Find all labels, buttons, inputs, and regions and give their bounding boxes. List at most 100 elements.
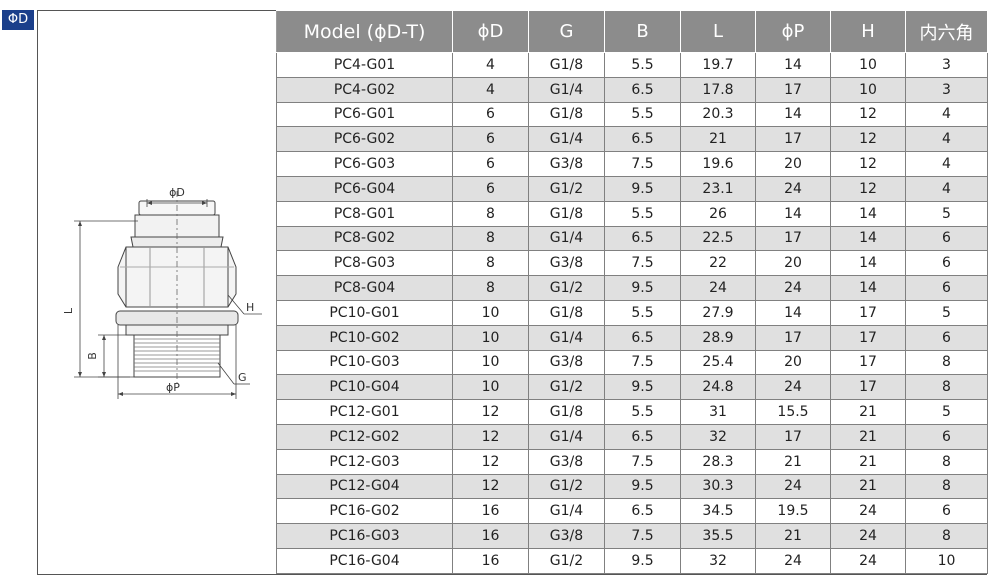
table-row: PC12-G01 12 G1/8 5.5 31 15.5 21 5	[276, 399, 988, 425]
cell-phiP: 24	[755, 473, 831, 500]
cell-G: G1/2	[528, 547, 605, 574]
diameter-badge: ΦD	[2, 10, 34, 30]
cell-phiP: 14	[755, 200, 831, 227]
cell-G: G3/8	[528, 151, 605, 177]
cell-hex: 8	[905, 374, 988, 401]
table-body: PC4-G01 4 G1/8 5.5 19.7 14 10 3 PC4-G02 4 G1/4 6.5 1…	[276, 52, 988, 574]
header-model: Model (ϕD-T)	[276, 10, 453, 53]
cell-H: 12	[830, 151, 906, 177]
cell-G: G1/2	[528, 374, 605, 401]
table-row: PC12-G04 12 G1/2 9.5 30.3 24 21 8	[276, 473, 988, 500]
table-row: PC6-G01 6 G1/8 5.5 20.3 14 12 4	[276, 101, 988, 128]
cell-G: G1/4	[528, 225, 605, 252]
label-phiP: ϕP	[166, 381, 180, 394]
label-L: L	[62, 307, 75, 314]
cell-phiD: 12	[452, 473, 529, 500]
header-L: L	[680, 10, 756, 53]
cell-phiD: 8	[452, 225, 529, 252]
label-H: H	[246, 301, 254, 314]
cell-phiP: 17	[755, 225, 831, 252]
cell-H: 12	[830, 126, 906, 153]
cell-hex: 5	[905, 200, 988, 227]
cell-model: PC12-G03	[276, 448, 453, 475]
cell-model: PC4-G02	[276, 76, 453, 103]
cell-L: 30.3	[680, 473, 756, 500]
cell-L: 23.1	[680, 175, 756, 202]
cell-hex: 6	[905, 225, 988, 252]
cell-B: 7.5	[604, 250, 681, 277]
table-row: PC8-G02 8 G1/4 6.5 22.5 17 14 6	[276, 225, 988, 252]
cell-model: PC6-G03	[276, 151, 453, 177]
cell-B: 7.5	[604, 448, 681, 475]
cell-model: PC6-G01	[276, 101, 453, 128]
cell-hex: 4	[905, 126, 988, 153]
cell-B: 9.5	[604, 374, 681, 401]
cell-hex: 5	[905, 399, 988, 425]
header-H: H	[830, 10, 906, 53]
cell-phiD: 10	[452, 374, 529, 401]
cell-hex: 6	[905, 324, 988, 351]
cell-phiD: 12	[452, 423, 529, 450]
cell-H: 14	[830, 250, 906, 277]
cell-L: 25.4	[680, 349, 756, 376]
cell-H: 17	[830, 349, 906, 376]
cell-hex: 6	[905, 275, 988, 301]
cell-L: 21	[680, 126, 756, 153]
label-B: B	[86, 352, 99, 360]
cell-H: 14	[830, 225, 906, 252]
cell-L: 28.3	[680, 448, 756, 475]
cell-phiP: 24	[755, 547, 831, 574]
cell-H: 24	[830, 498, 906, 525]
cell-G: G1/8	[528, 52, 605, 78]
cell-G: G3/8	[528, 523, 605, 549]
cell-phiP: 17	[755, 126, 831, 153]
cell-phiD: 6	[452, 175, 529, 202]
cell-G: G1/4	[528, 76, 605, 103]
cell-L: 24	[680, 275, 756, 301]
dimension-arrows	[78, 201, 236, 396]
table-row: PC10-G03 10 G3/8 7.5 25.4 20 17 8	[276, 349, 988, 376]
cell-L: 28.9	[680, 324, 756, 351]
cell-phiD: 16	[452, 523, 529, 549]
table-row: PC6-G03 6 G3/8 7.5 19.6 20 12 4	[276, 151, 988, 177]
cell-model: PC12-G04	[276, 473, 453, 500]
cell-H: 14	[830, 275, 906, 301]
cell-B: 5.5	[604, 52, 681, 78]
cell-model: PC8-G01	[276, 200, 453, 227]
cell-H: 24	[830, 523, 906, 549]
table-row: PC8-G04 8 G1/2 9.5 24 24 14 6	[276, 275, 988, 301]
cell-phiP: 19.5	[755, 498, 831, 525]
cell-model: PC12-G02	[276, 423, 453, 450]
cell-phiP: 17	[755, 423, 831, 450]
cell-model: PC10-G02	[276, 324, 453, 351]
table-row: PC6-G02 6 G1/4 6.5 21 17 12 4	[276, 126, 988, 153]
cell-phiP: 21	[755, 523, 831, 549]
cell-H: 17	[830, 299, 906, 326]
table-row: PC12-G03 12 G3/8 7.5 28.3 21 21 8	[276, 448, 988, 475]
cell-B: 9.5	[604, 473, 681, 500]
cell-B: 9.5	[604, 175, 681, 202]
cell-phiD: 10	[452, 299, 529, 326]
cell-hex: 8	[905, 448, 988, 475]
table-row: PC4-G02 4 G1/4 6.5 17.8 17 10 3	[276, 76, 988, 103]
table-row: PC4-G01 4 G1/8 5.5 19.7 14 10 3	[276, 52, 988, 78]
cell-hex: 8	[905, 523, 988, 549]
cell-L: 19.6	[680, 151, 756, 177]
cell-H: 17	[830, 324, 906, 351]
cell-hex: 5	[905, 299, 988, 326]
cell-L: 26	[680, 200, 756, 227]
cell-phiP: 14	[755, 52, 831, 78]
cell-model: PC4-G01	[276, 52, 453, 78]
cell-model: PC8-G02	[276, 225, 453, 252]
cell-phiD: 12	[452, 399, 529, 425]
cell-phiD: 8	[452, 250, 529, 277]
cell-B: 6.5	[604, 423, 681, 450]
cell-H: 21	[830, 399, 906, 425]
cell-G: G1/8	[528, 101, 605, 128]
cell-hex: 8	[905, 349, 988, 376]
cell-phiP: 14	[755, 299, 831, 326]
cell-hex: 6	[905, 498, 988, 525]
cell-H: 10	[830, 76, 906, 103]
fitting-drawing: ϕD L H B G ϕP	[62, 186, 262, 399]
cell-G: G3/8	[528, 250, 605, 277]
